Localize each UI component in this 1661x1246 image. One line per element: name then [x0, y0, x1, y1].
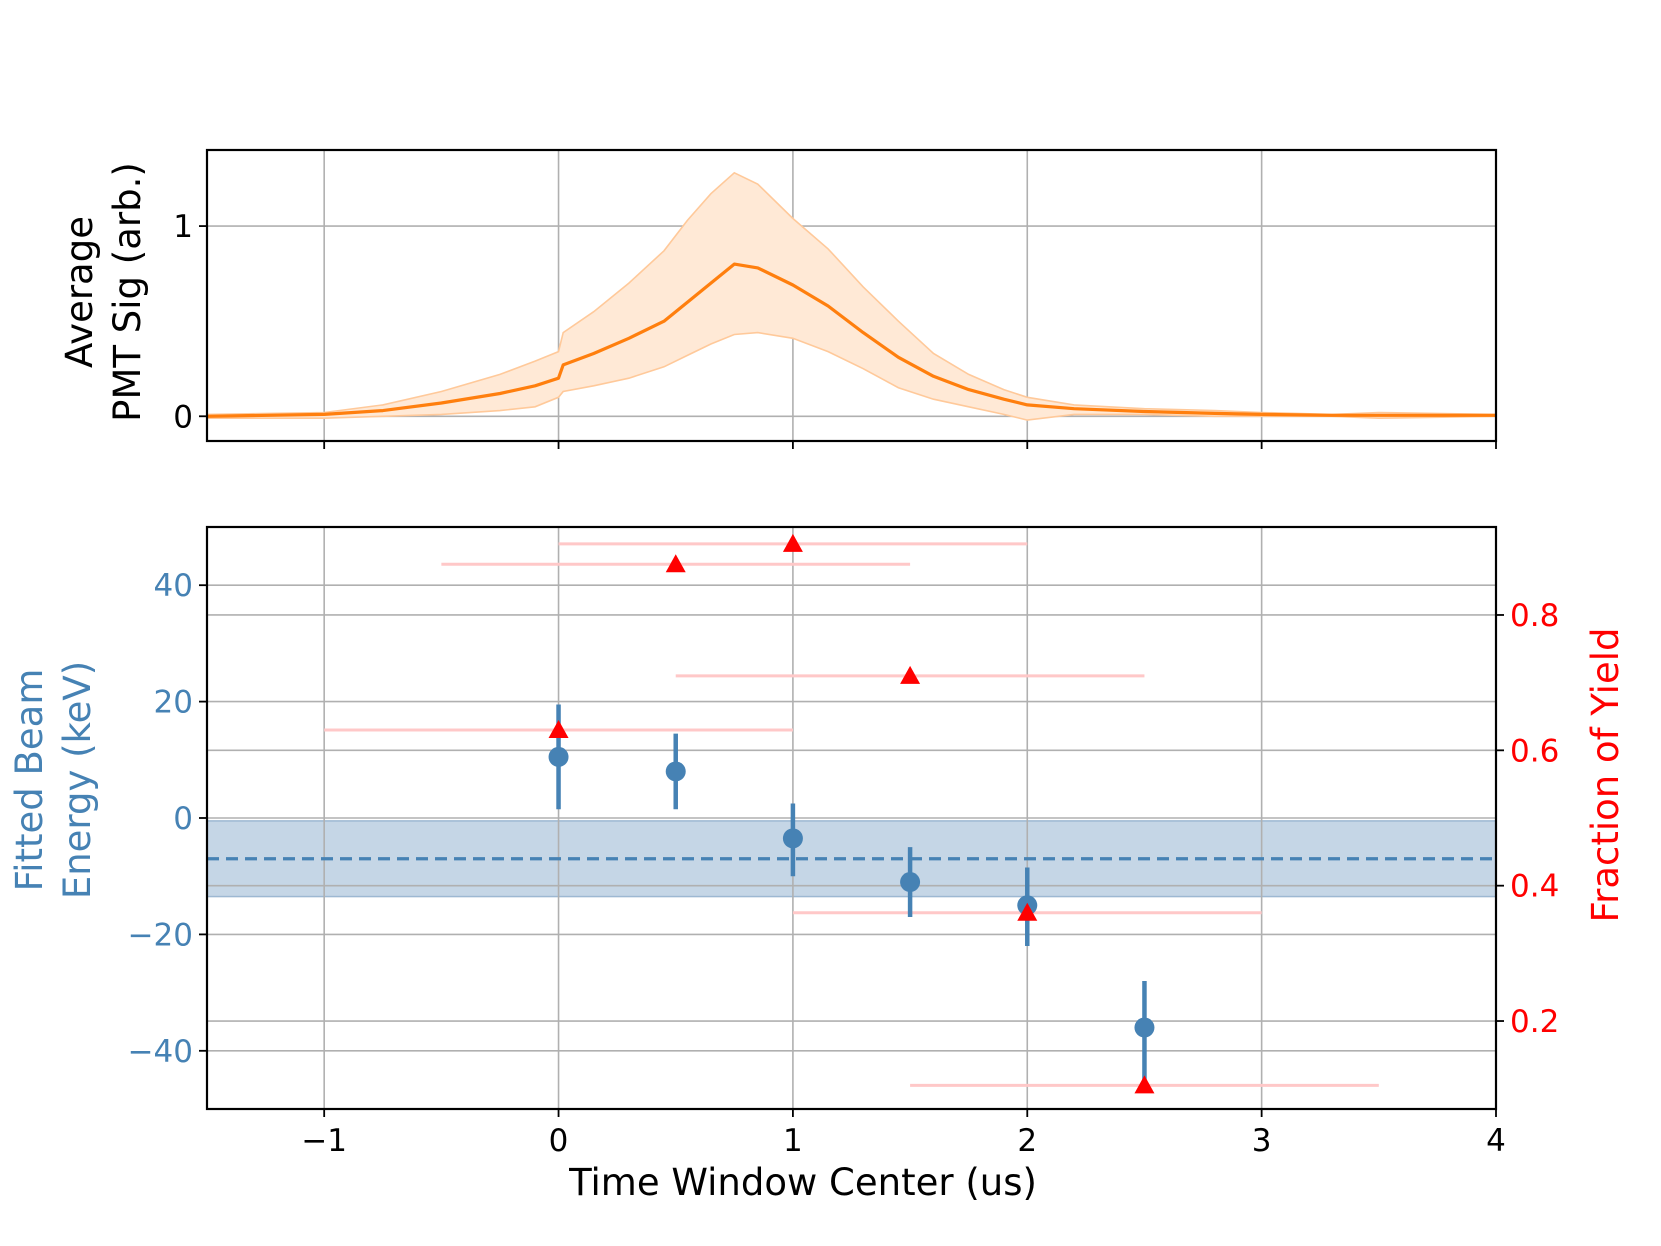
energy-x-ticks: −1 0 1 2 3 4 [301, 1109, 1506, 1159]
yield-point [548, 720, 569, 739]
energy-x-tick-label: 1 [783, 1123, 803, 1159]
pmt-plot-frame [205, 148, 1498, 443]
energy-y-tick-label: 20 [154, 685, 193, 721]
energy-x-tick-label: 4 [1486, 1123, 1506, 1159]
pmt-y-label-line2: PMT Sig (arb.) [106, 162, 149, 422]
energy-panel: −40 −20 0 20 40 0.2 0.4 0.6 0.8 −1 0 1 2 3 4 Fitted … [8, 525, 1627, 1204]
pmt-x-ticks [323, 441, 1497, 449]
yield-x-error-bars [324, 542, 1379, 1087]
energy-x-tick-label: 2 [1017, 1123, 1037, 1159]
pmt-lower-edge [207, 331, 1497, 421]
energy-points [548, 746, 1155, 1038]
pmt-mean-line [206, 262, 1496, 418]
yield-y-tick-label: 0.2 [1510, 1004, 1559, 1040]
energy-x-tick-label: 0 [549, 1123, 569, 1159]
energy-grid [207, 527, 1497, 1109]
pmt-signal-panel: 01 Average PMT Sig (arb.) [58, 148, 1498, 449]
yield-y-tick-label: 0.6 [1510, 733, 1559, 769]
pmt-y-label-line1: Average [58, 216, 101, 368]
yield-y-ticks-right: 0.2 0.4 0.6 0.8 [1496, 598, 1559, 1040]
energy-y-tick-label: −40 [128, 1034, 193, 1070]
pmt-upper-edge [206, 171, 1497, 416]
yield-y-tick-label: 0.8 [1510, 598, 1559, 634]
energy-point [665, 761, 686, 782]
energy-y-label-line1: Fitted Beam [8, 669, 51, 892]
yield-point [665, 554, 686, 573]
yield-point [1134, 1075, 1155, 1094]
yield-point [782, 533, 803, 552]
energy-point [782, 828, 803, 849]
energy-y-label-line2: Energy (keV) [56, 661, 99, 899]
yield-points [548, 533, 1155, 1094]
energy-y-tick-label: 0 [173, 801, 193, 837]
energy-point [1134, 1017, 1155, 1038]
energy-x-tick-label: 3 [1252, 1123, 1272, 1159]
x-axis-label: Time Window Center (us) [568, 1161, 1037, 1204]
energy-y-tick-label: −20 [128, 917, 193, 953]
yield-point [900, 665, 921, 684]
energy-x-tick-label: −1 [301, 1123, 347, 1159]
energy-y-tick-label: 40 [154, 568, 193, 604]
energy-y-ticks-left: −40 −20 0 20 40 [128, 568, 207, 1070]
energy-point [548, 746, 569, 767]
pmt-uncertainty-band [207, 172, 1496, 421]
yield-y-tick-label: 0.4 [1510, 869, 1559, 905]
energy-point [900, 872, 921, 893]
pmt-y-tick-label: 0 [173, 399, 193, 435]
pmt-y-tick-label: 1 [173, 209, 193, 245]
energy-plot-frame [205, 525, 1498, 1111]
pmt-y-ticks: 01 [173, 209, 207, 435]
yield-y-label: Fraction of Yield [1584, 628, 1627, 923]
yield-point [1017, 902, 1038, 921]
